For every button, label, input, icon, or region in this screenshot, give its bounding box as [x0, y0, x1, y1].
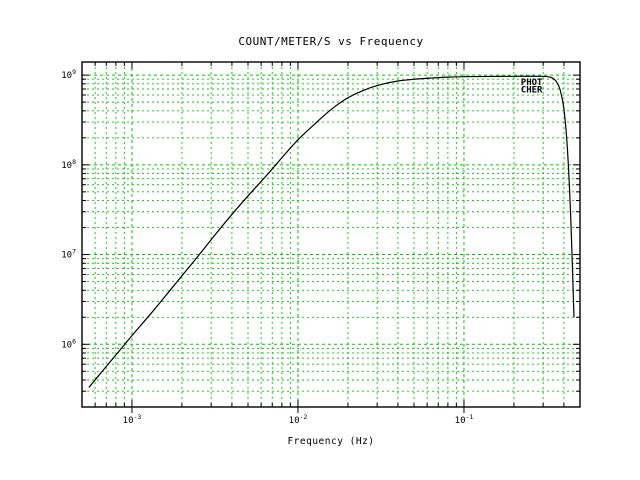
data-series-layer: [88, 75, 575, 388]
axis-tick-marks: [81, 62, 581, 413]
y-tick-label: 106: [61, 337, 76, 350]
grid-lines: [81, 62, 581, 408]
y-tick-label: 107: [61, 248, 76, 261]
plot-area-background: [82, 62, 580, 407]
x-tick-label: 10-2: [289, 413, 308, 426]
x-axis-label: Frequency (Hz): [287, 436, 374, 447]
data-line-count-meter-s: [88, 75, 575, 388]
plot-annotation: CHER: [521, 86, 543, 96]
y-tick-label: 109: [61, 68, 76, 81]
plot-frame: [81, 61, 581, 408]
plot-annotation: PHOT: [521, 78, 543, 88]
axis-tick-labels: 10-3 10-2 10-1 109 108 107 106: [61, 68, 473, 426]
chart-title: COUNT/METER/S vs Frequency: [238, 35, 423, 48]
x-tick-label: 10-1: [455, 413, 474, 426]
y-tick-label: 108: [61, 158, 76, 171]
x-tick-label: 10-3: [123, 413, 142, 426]
